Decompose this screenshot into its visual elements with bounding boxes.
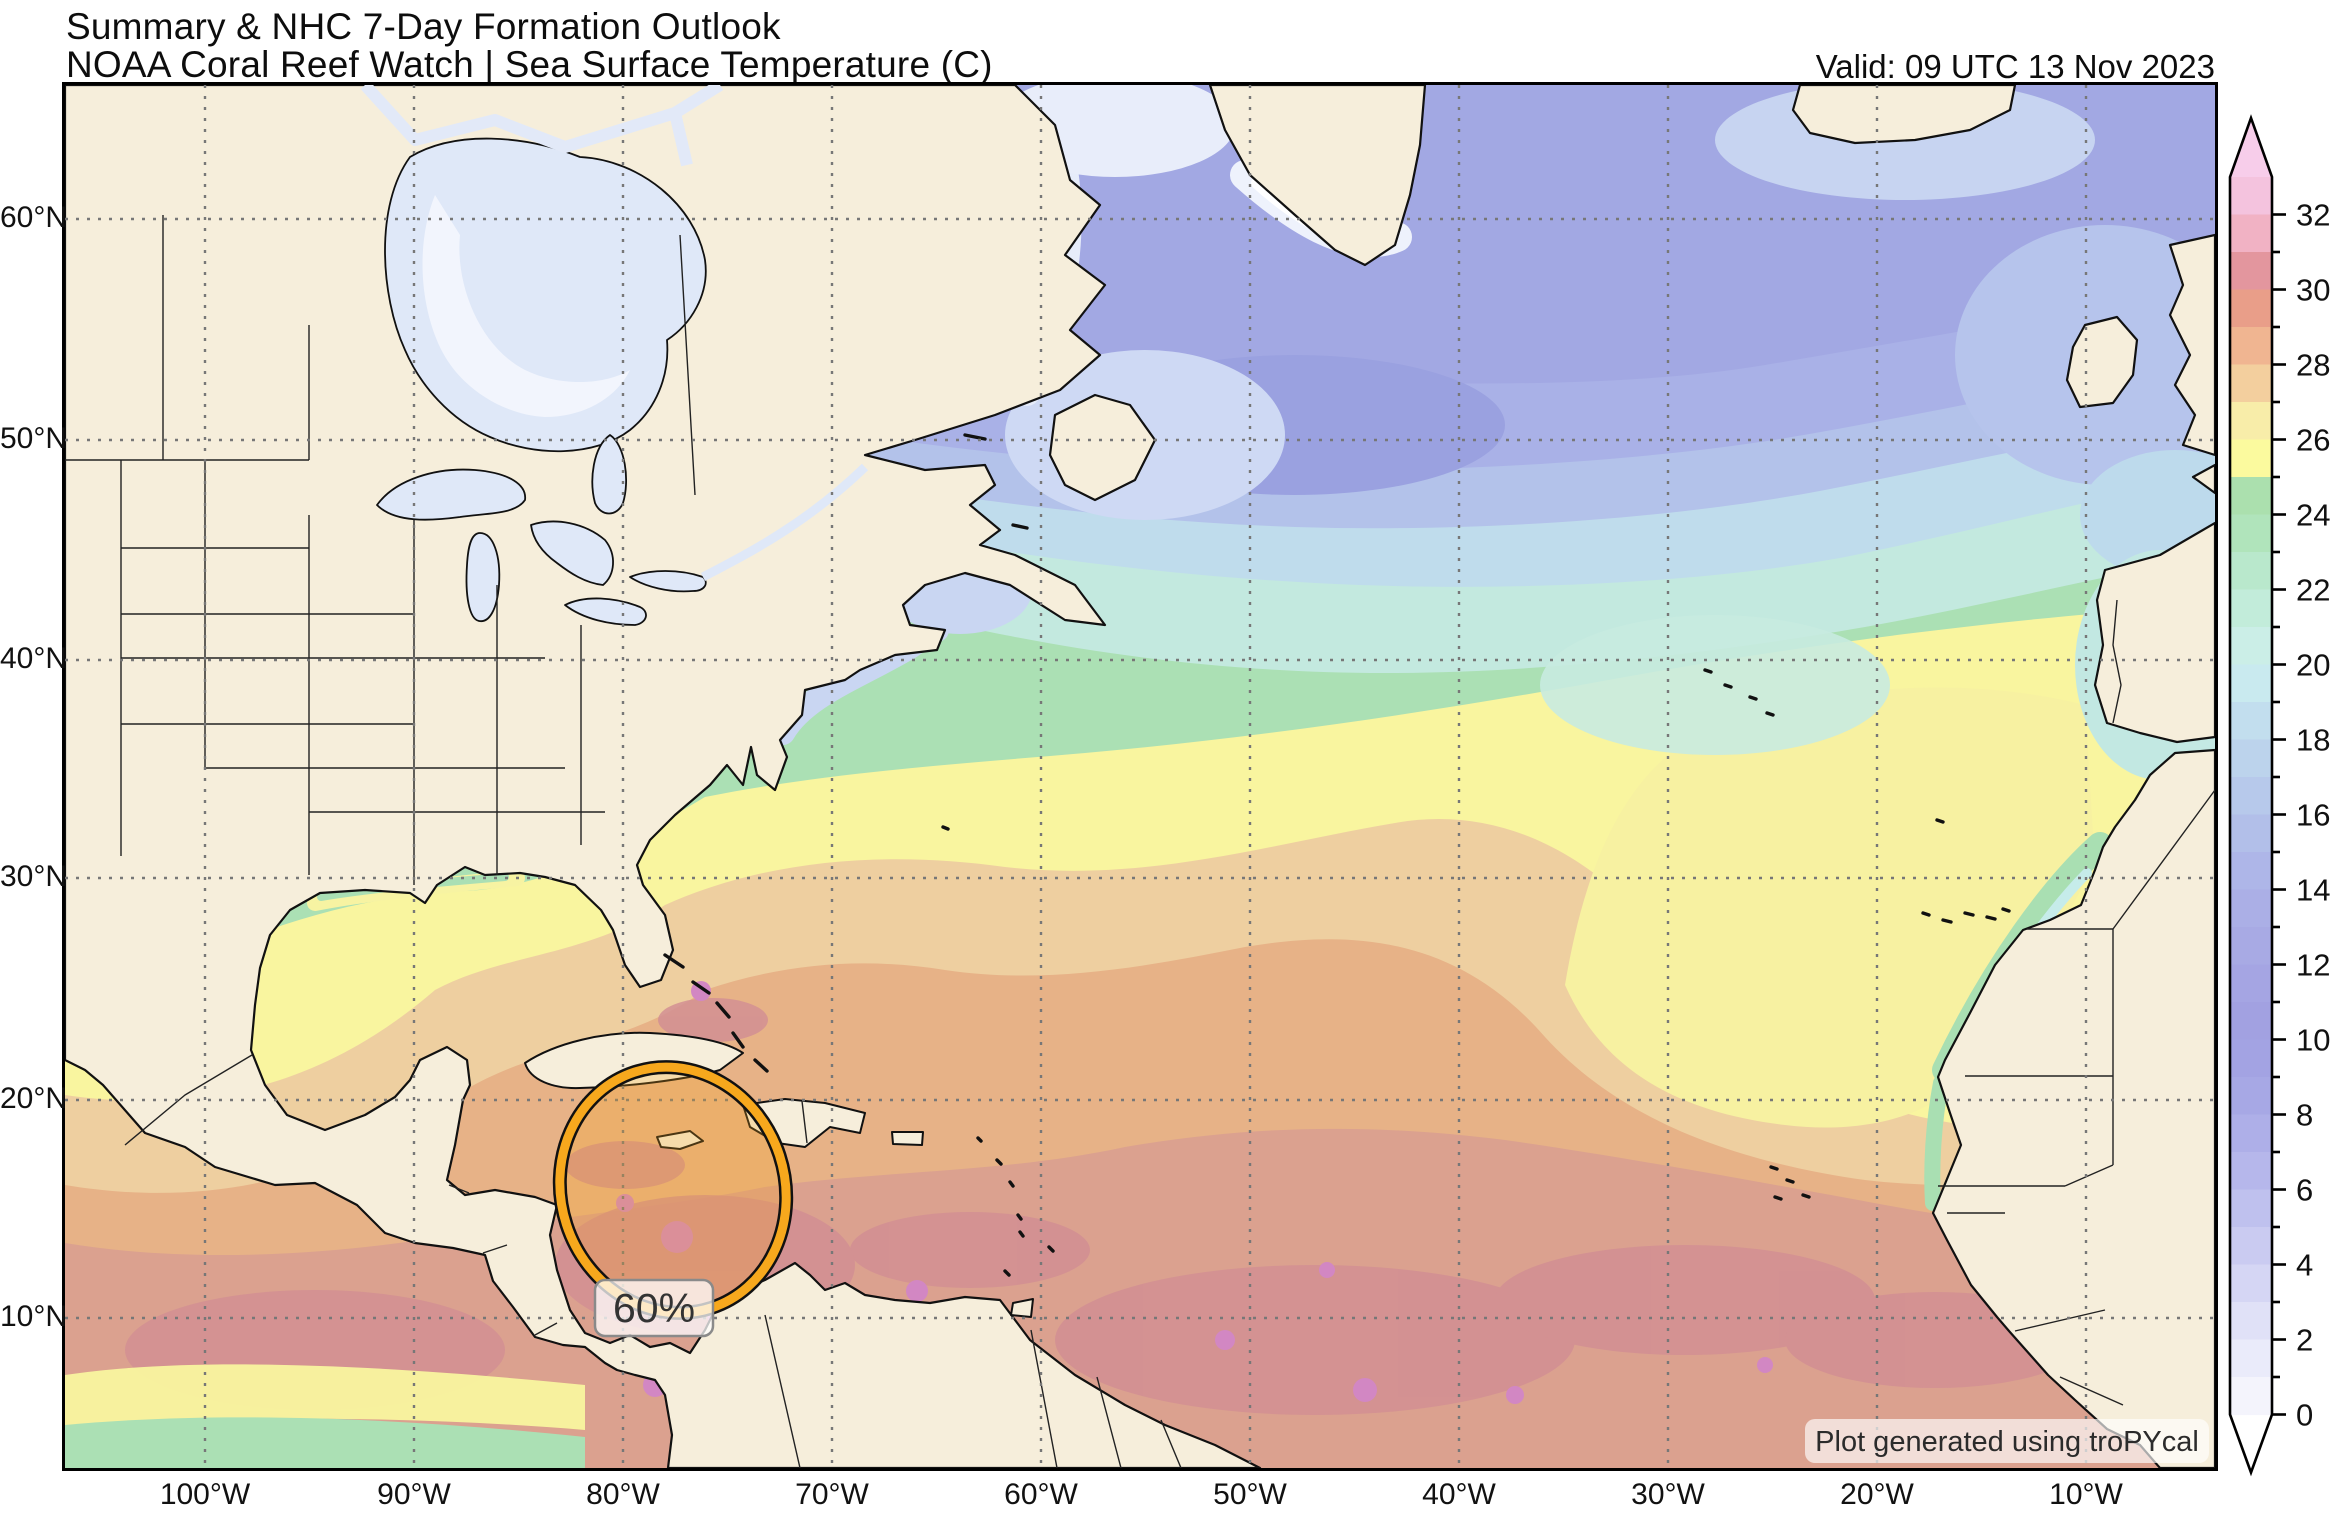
lon-tick-label: 50°W: [1213, 1478, 1287, 1511]
land-iceland: [1791, 85, 2017, 145]
colorbar-band: [2230, 514, 2272, 553]
colorbar-tick-label: 30: [2296, 273, 2330, 308]
colorbar-tick-label: 22: [2296, 573, 2330, 608]
formation-outlook-area: [552, 1060, 794, 1320]
valid-timestamp: Valid: 09 UTC 13 Nov 2023: [1815, 48, 2215, 85]
colorbar-over-range-arrow: [2230, 118, 2272, 177]
sst-map: 60% Plot generated using troPYcal: [65, 85, 2215, 1468]
colorbar-band: [2230, 1302, 2272, 1341]
arctic-channels: [360, 85, 724, 167]
colorbar-band: [2230, 927, 2272, 966]
colorbar-band: [2230, 1189, 2272, 1228]
colorbar-band: [2230, 177, 2272, 216]
colorbar-tick-label: 18: [2296, 723, 2330, 758]
colorbar-tick-label: 24: [2296, 498, 2330, 533]
colorbar-tick-label: 4: [2296, 1248, 2313, 1283]
colorbar-under-range-arrow: [2230, 1414, 2272, 1473]
colorbar-band: [2230, 289, 2272, 328]
colorbar-band: [2230, 702, 2272, 741]
hudson-bay: [384, 137, 707, 515]
colorbar-band: [2230, 964, 2272, 1003]
lat-tick-label: 60°N: [0, 201, 68, 234]
lat-tick-label: 40°N: [0, 642, 68, 675]
land-greenland: [1208, 85, 1427, 267]
colorbar-band: [2230, 739, 2272, 778]
colorbar-band: [2230, 552, 2272, 591]
great-lakes: [376, 468, 707, 626]
colorbar-band: [2230, 1227, 2272, 1266]
colorbar-tick-label: 0: [2296, 1398, 2313, 1433]
formation-probability-label: 60%: [613, 1285, 695, 1331]
colorbar-band: [2230, 627, 2272, 666]
lon-tick-label: 20°W: [1840, 1478, 1914, 1511]
lon-tick-label: 70°W: [795, 1478, 869, 1511]
colorbar-band: [2230, 664, 2272, 703]
colorbar-band: [2230, 327, 2272, 366]
small-islands: [663, 433, 2011, 1277]
credit-badge: Plot generated using troPYcal: [1805, 1419, 2209, 1463]
colorbar-band: [2230, 402, 2272, 441]
colorbar-band: [2230, 1039, 2272, 1078]
colorbar-tick-label: 28: [2296, 348, 2330, 383]
colorbar-band: [2230, 477, 2272, 516]
lon-tick-label: 90°W: [377, 1478, 451, 1511]
colorbar-tick-label: 6: [2296, 1173, 2313, 1208]
colorbar-band: [2230, 439, 2272, 478]
colorbar-band: [2230, 1264, 2272, 1303]
land-americas: [65, 85, 1262, 1468]
colorbar-band: [2230, 1377, 2272, 1416]
land-ireland: [2065, 315, 2139, 409]
colorbar-band: [2230, 889, 2272, 928]
colorbar-tick-label: 12: [2296, 948, 2330, 983]
colorbar-tick-label: 32: [2296, 198, 2330, 233]
land-newfoundland: [1048, 393, 1157, 502]
lon-tick-label: 40°W: [1422, 1478, 1496, 1511]
land-iberia: [2093, 521, 2215, 744]
colorbar-tick-label: 20: [2296, 648, 2330, 683]
colorbar-tick-label: 10: [2296, 1023, 2330, 1058]
lat-tick-label: 10°N: [0, 1300, 68, 1333]
colorbar-band: [2230, 1114, 2272, 1153]
lon-tick-label: 100°W: [159, 1478, 251, 1511]
land-africa: [1931, 748, 2215, 1468]
colorbar-tick-label: 2: [2296, 1323, 2313, 1358]
colorbar-band: [2230, 364, 2272, 403]
colorbar-band: [2230, 1077, 2272, 1116]
land-france-sliver: [2191, 463, 2215, 495]
st-lawrence-river: [700, 463, 869, 581]
landmasses: [65, 85, 2215, 1468]
lon-tick-label: 60°W: [1004, 1478, 1078, 1511]
colorbar-band: [2230, 1339, 2272, 1378]
lon-tick-label: 30°W: [1631, 1478, 1705, 1511]
plot-title-line1: Summary & NHC 7-Day Formation Outlook: [66, 6, 781, 47]
colorbar-band: [2230, 1002, 2272, 1041]
colorbar-band: [2230, 214, 2272, 253]
colorbar-tick-label: 16: [2296, 798, 2330, 833]
lon-tick-label: 80°W: [586, 1478, 660, 1511]
colorbar-tick-label: 8: [2296, 1098, 2313, 1133]
colorbar-tick-label: 14: [2296, 873, 2330, 908]
credit-text: Plot generated using troPYcal: [1815, 1426, 2199, 1458]
lat-tick-label: 20°N: [0, 1082, 68, 1115]
lon-tick-label: 10°W: [2049, 1478, 2123, 1511]
formation-probability-badge: 60%: [593, 1278, 715, 1338]
colorbar-band: [2230, 1152, 2272, 1191]
colorbar-band: [2230, 777, 2272, 816]
lat-tick-label: 30°N: [0, 860, 68, 893]
lat-tick-label: 50°N: [0, 422, 68, 455]
plot-title-line2: NOAA Coral Reef Watch | Sea Surface Temp…: [66, 44, 993, 85]
colorbar-band: [2230, 814, 2272, 853]
colorbar-band: [2230, 252, 2272, 291]
land-great-britain: [2168, 233, 2215, 457]
colorbar-band: [2230, 589, 2272, 628]
colorbar-tick-label: 26: [2296, 423, 2330, 458]
colorbar-band: [2230, 852, 2272, 891]
map-panel: 60% Plot generated using troPYcal: [62, 82, 2218, 1471]
